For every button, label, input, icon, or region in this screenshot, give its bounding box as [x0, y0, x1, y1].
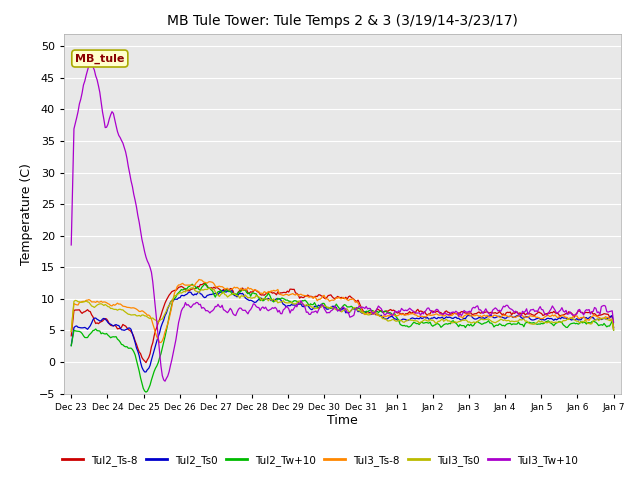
Legend: Tul2_Ts-8, Tul2_Ts0, Tul2_Tw+10, Tul3_Ts-8, Tul3_Ts0, Tul3_Tw+10: Tul2_Ts-8, Tul2_Ts0, Tul2_Tw+10, Tul3_Ts… — [58, 451, 582, 470]
Y-axis label: Temperature (C): Temperature (C) — [20, 163, 33, 264]
X-axis label: Time: Time — [327, 414, 358, 427]
Text: MB_tule: MB_tule — [75, 53, 125, 64]
Title: MB Tule Tower: Tule Temps 2 & 3 (3/19/14-3/23/17): MB Tule Tower: Tule Temps 2 & 3 (3/19/14… — [167, 14, 518, 28]
